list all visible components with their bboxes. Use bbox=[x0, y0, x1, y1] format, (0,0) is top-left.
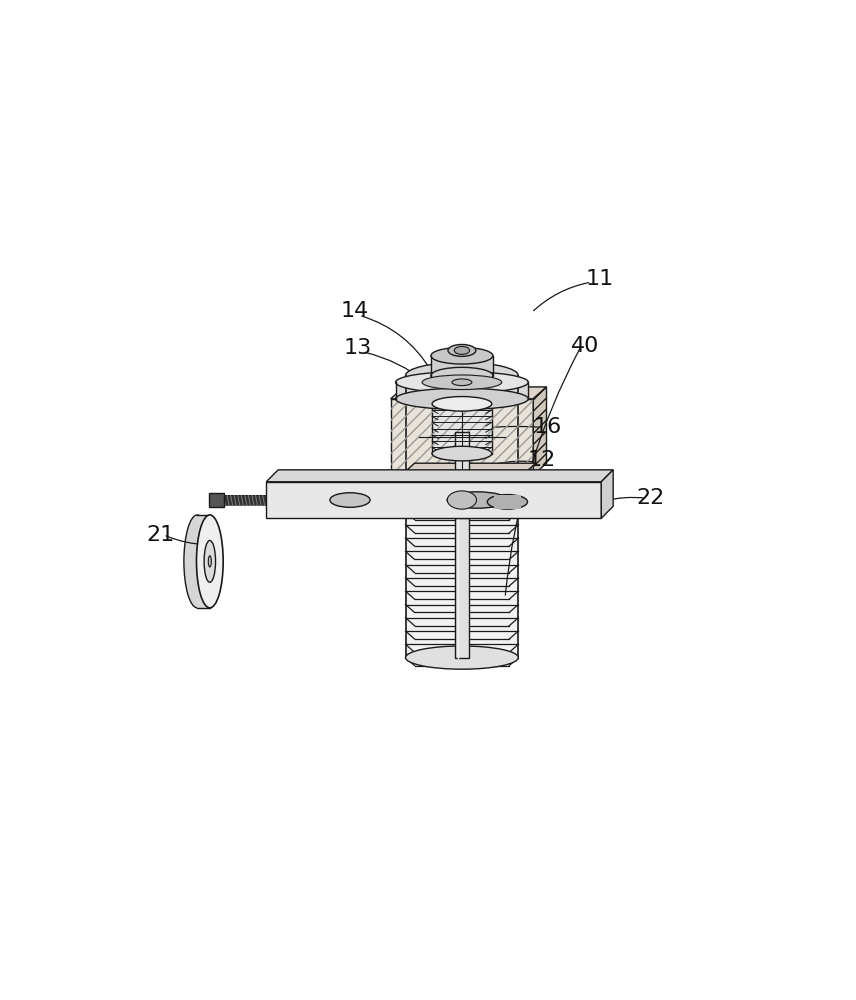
Bar bbox=[432, 404, 491, 454]
Ellipse shape bbox=[208, 556, 211, 567]
Ellipse shape bbox=[406, 379, 518, 405]
Ellipse shape bbox=[432, 397, 491, 411]
Ellipse shape bbox=[448, 344, 476, 356]
Ellipse shape bbox=[431, 367, 493, 384]
Polygon shape bbox=[472, 463, 536, 518]
Polygon shape bbox=[266, 470, 613, 482]
Ellipse shape bbox=[447, 492, 508, 508]
Bar bbox=[209, 493, 223, 507]
Ellipse shape bbox=[422, 375, 502, 390]
Ellipse shape bbox=[395, 388, 528, 409]
Ellipse shape bbox=[432, 446, 491, 461]
Ellipse shape bbox=[406, 362, 518, 389]
Bar bbox=[197, 515, 210, 608]
Polygon shape bbox=[390, 387, 546, 399]
Polygon shape bbox=[601, 470, 613, 518]
Bar bbox=[390, 399, 533, 475]
Bar bbox=[406, 376, 518, 392]
Ellipse shape bbox=[197, 515, 223, 608]
Bar bbox=[494, 495, 520, 509]
Polygon shape bbox=[401, 475, 522, 518]
Text: 11: 11 bbox=[586, 269, 614, 289]
Ellipse shape bbox=[204, 540, 216, 582]
Text: 40: 40 bbox=[570, 336, 599, 356]
Text: 16: 16 bbox=[534, 417, 562, 437]
Text: 13: 13 bbox=[343, 338, 372, 358]
Polygon shape bbox=[533, 387, 546, 475]
Ellipse shape bbox=[431, 347, 493, 364]
Ellipse shape bbox=[452, 379, 472, 386]
Text: 21: 21 bbox=[146, 525, 175, 545]
Ellipse shape bbox=[395, 372, 528, 393]
Bar bbox=[406, 392, 518, 658]
Bar bbox=[223, 495, 266, 505]
Text: 12: 12 bbox=[527, 450, 556, 470]
Bar bbox=[390, 399, 533, 475]
Bar bbox=[455, 432, 469, 518]
Text: 22: 22 bbox=[637, 488, 665, 508]
Ellipse shape bbox=[330, 493, 370, 507]
Bar bbox=[455, 508, 469, 658]
Ellipse shape bbox=[448, 491, 477, 509]
Ellipse shape bbox=[487, 495, 527, 509]
Ellipse shape bbox=[406, 646, 518, 669]
Polygon shape bbox=[401, 463, 536, 475]
Bar bbox=[395, 382, 528, 399]
Bar bbox=[266, 482, 601, 518]
Ellipse shape bbox=[184, 515, 211, 608]
Text: 14: 14 bbox=[341, 301, 369, 321]
Ellipse shape bbox=[455, 346, 470, 354]
Bar bbox=[431, 356, 493, 376]
